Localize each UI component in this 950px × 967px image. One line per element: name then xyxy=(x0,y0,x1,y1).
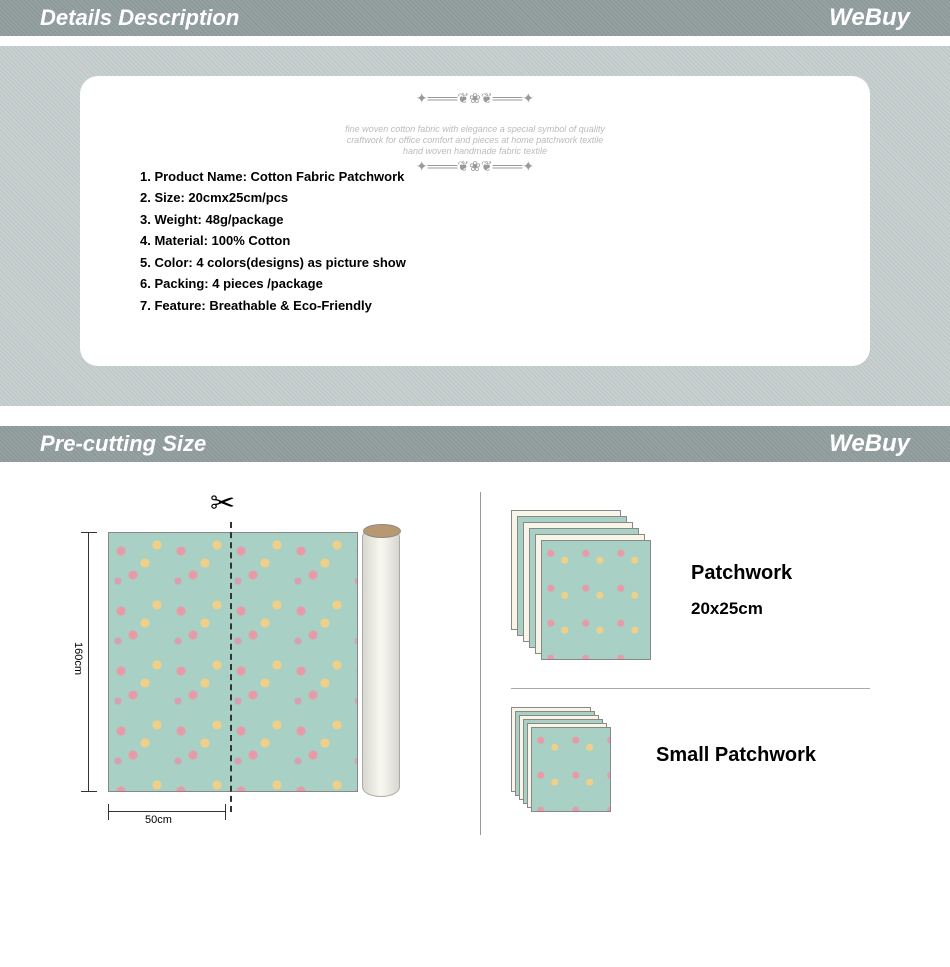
brand-label: WeBuy xyxy=(829,430,910,458)
detail-line: 2. Size: 20cmx25cm/pcs xyxy=(140,187,810,208)
roll-core xyxy=(363,524,401,538)
roll-diagram: ✂ 160cm 50cm xyxy=(80,492,440,835)
cut-line xyxy=(230,522,232,812)
patchwork-size: 20x25cm xyxy=(691,599,870,619)
dimension-height-label: 160cm xyxy=(72,642,84,675)
flourish-top: ✦═══❦❀❦═══✦ xyxy=(416,90,534,107)
patch-panels: Patchwork 20x25cm Small Patchwork xyxy=(480,492,870,835)
fabric-roll xyxy=(362,527,400,797)
flourish-bottom: ✦═══❦❀❦═══✦ xyxy=(416,158,534,175)
small-patchwork-title: Small Patchwork xyxy=(656,744,870,767)
detail-line: 6. Packing: 4 pieces /package xyxy=(140,273,810,294)
dimension-horizontal xyxy=(108,811,226,812)
patchwork-title: Patchwork xyxy=(691,562,870,585)
detail-line: 3. Weight: 48g/package xyxy=(140,209,810,230)
precut-section: ✂ 160cm 50cm xyxy=(0,462,950,865)
dimension-vertical xyxy=(88,532,89,792)
detail-line: 7. Feature: Breathable & Eco-Friendly xyxy=(140,295,810,316)
fabric-sheet xyxy=(541,540,651,660)
details-title: Details Description xyxy=(40,5,239,31)
brand-label: WeBuy xyxy=(829,4,910,32)
precut-title: Pre-cutting Size xyxy=(40,431,206,457)
details-card: ✦═══❦❀❦═══✦ fine woven cotton fabric wit… xyxy=(80,76,870,366)
details-header: Details Description WeBuy xyxy=(0,0,950,36)
details-list: 1. Product Name: Cotton Fabric Patchwork… xyxy=(140,166,810,316)
patchwork-small-block: Small Patchwork xyxy=(511,688,870,835)
detail-line: 5. Color: 4 colors(designs) as picture s… xyxy=(140,252,810,273)
fabric-unrolled xyxy=(108,532,358,792)
flourish-tagline: fine woven cotton fabric with elegance a… xyxy=(345,124,605,156)
fabric-sheet xyxy=(531,727,611,812)
patchwork-large-block: Patchwork 20x25cm xyxy=(511,492,870,688)
dimension-width-label: 50cm xyxy=(145,814,172,826)
details-panel: ✦═══❦❀❦═══✦ fine woven cotton fabric wit… xyxy=(0,46,950,406)
scissors-icon: ✂ xyxy=(210,486,235,521)
patch-stack-large xyxy=(511,510,661,670)
detail-line: 4. Material: 100% Cotton xyxy=(140,230,810,251)
precut-header: Pre-cutting Size WeBuy xyxy=(0,426,950,462)
patch-stack-small xyxy=(511,707,626,817)
